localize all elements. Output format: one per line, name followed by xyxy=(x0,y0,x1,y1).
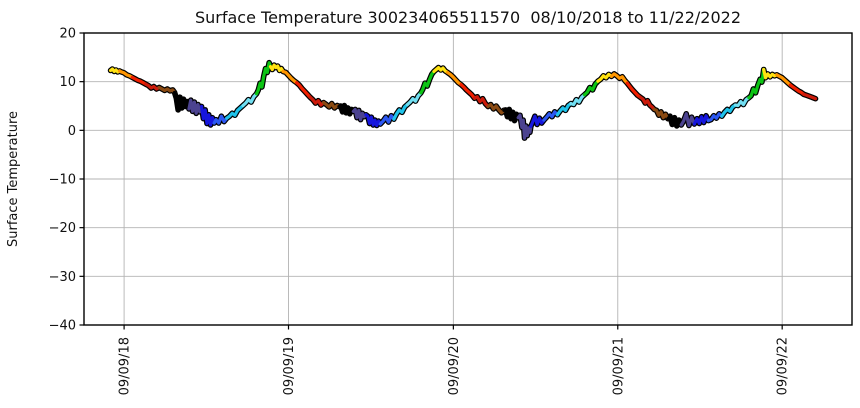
series-segment-month-2 xyxy=(679,112,696,128)
y-tick-label: 10 xyxy=(59,75,76,90)
y-tick-label: 20 xyxy=(59,27,76,42)
series-segment-month-10 xyxy=(295,81,312,99)
series-segment-month-11 xyxy=(308,95,326,107)
series-segment-month-6 xyxy=(733,96,751,108)
series-segment-month-2 xyxy=(187,98,204,115)
series-segment-month-6 xyxy=(405,91,423,107)
series-segment-month-12 xyxy=(157,85,177,94)
series-segment-month-7 xyxy=(254,61,273,96)
y-tick-label: −20 xyxy=(49,221,76,236)
series-segment-month-12 xyxy=(322,100,341,110)
series-segment-month-3 xyxy=(364,113,382,128)
series-segment-month-6 xyxy=(569,93,587,107)
series-segment-month-4 xyxy=(706,112,724,123)
series-segment-month-2 xyxy=(351,107,368,122)
series-segment-month-1 xyxy=(337,103,355,116)
series-segment-month-9 xyxy=(445,70,463,87)
series-segment-month-8 xyxy=(762,67,779,80)
series-segment-month-3 xyxy=(199,104,216,127)
series-segment-month-2 xyxy=(516,113,533,140)
series-segment-month-1 xyxy=(502,107,520,123)
series-segment-month-5 xyxy=(720,103,737,118)
series-segment-month-4 xyxy=(542,110,560,122)
y-tick-label: −30 xyxy=(49,270,76,285)
tick-layer: 20 10 0 −10 −20 −30 −40 09/09/18 09/09/19 09/09/2… xyxy=(49,27,791,396)
series-segment-month-7 xyxy=(419,69,436,95)
series-segment-month-1 xyxy=(172,90,191,112)
x-tick-label: 09/09/18 xyxy=(118,337,133,395)
series-outline xyxy=(107,59,819,141)
y-tick-label: −10 xyxy=(49,173,76,188)
series-segment-month-3 xyxy=(529,114,546,129)
series-segment-month-11 xyxy=(472,95,490,109)
series-segment-month-9 xyxy=(117,69,134,79)
series-segment-month-12 xyxy=(652,107,670,121)
x-tick-label: 09/09/21 xyxy=(611,337,626,395)
series-segment-month-6 xyxy=(241,92,259,108)
grid-layer xyxy=(84,32,852,326)
series-segment-month-11 xyxy=(144,82,161,91)
series-segment-month-8 xyxy=(596,72,614,83)
series-segment-month-11 xyxy=(638,95,656,112)
y-axis-label: Surface Temperature xyxy=(6,111,21,247)
series-segment-month-10 xyxy=(459,82,477,100)
series-segment-month-10 xyxy=(625,81,642,99)
series-segment-month-1 xyxy=(666,114,683,128)
x-tick-label: 09/09/19 xyxy=(282,337,297,395)
series-segment-month-4 xyxy=(212,114,229,125)
series-segment-month-11 xyxy=(802,92,818,101)
chart-title: Surface Temperature 300234065511570 08/1… xyxy=(195,8,741,27)
series-segment-month-5 xyxy=(392,102,410,121)
y-tick-label: −40 xyxy=(49,319,76,334)
series-segment-month-5 xyxy=(225,103,245,120)
series-segment-month-8 xyxy=(268,63,285,74)
series-segment-month-9 xyxy=(609,72,629,85)
x-tick-label: 09/09/20 xyxy=(447,337,462,395)
series-segment-month-9 xyxy=(281,69,299,85)
series-segment-month-8 xyxy=(108,67,122,74)
series-segment-month-10 xyxy=(130,75,148,86)
series-segment-month-8 xyxy=(432,65,450,75)
series-segment-month-12 xyxy=(486,102,506,115)
series-segment-month-7 xyxy=(747,67,766,100)
temperature-series xyxy=(107,59,819,141)
series-segment-month-4 xyxy=(378,114,396,126)
y-tick-label: 0 xyxy=(68,124,76,139)
x-tick-label: 09/09/22 xyxy=(776,337,791,395)
series-segment-month-7 xyxy=(582,79,600,97)
series-segment-month-10 xyxy=(788,83,806,96)
series-segment-month-3 xyxy=(692,114,710,126)
series-segment-month-9 xyxy=(775,73,792,87)
series-segment-month-5 xyxy=(555,101,573,117)
